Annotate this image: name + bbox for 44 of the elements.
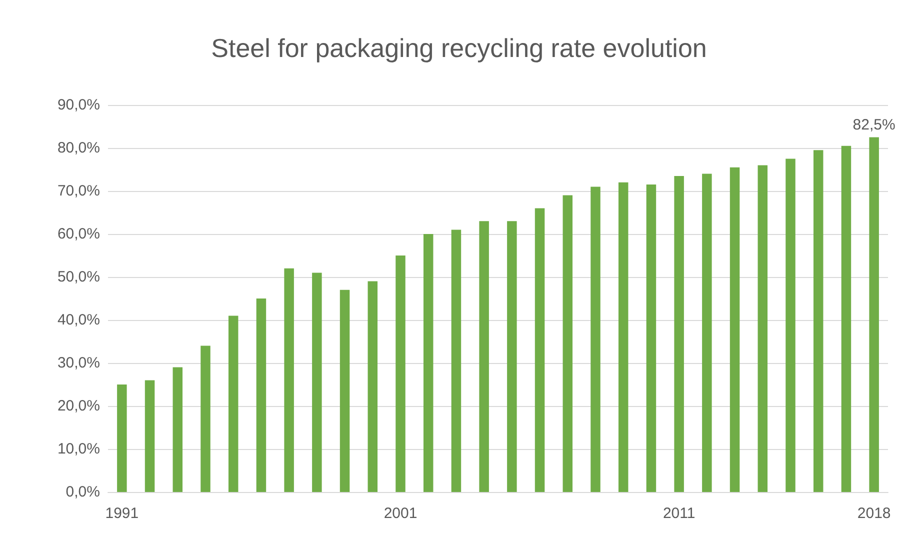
x-tick-label: 1991 <box>105 505 139 522</box>
bar <box>618 182 628 492</box>
bar <box>256 298 266 492</box>
bar <box>117 384 127 492</box>
bar <box>786 158 796 492</box>
y-tick-label: 0,0% <box>66 484 100 500</box>
bar <box>730 167 740 492</box>
bar <box>674 176 684 492</box>
bar <box>841 146 852 492</box>
bar <box>144 380 155 492</box>
y-tick-label: 60,0% <box>57 226 100 242</box>
y-tick-label: 80,0% <box>57 140 100 156</box>
bar <box>228 316 238 492</box>
x-tick-label: 2001 <box>384 505 418 522</box>
bar <box>758 165 768 492</box>
y-tick-label: 70,0% <box>57 182 100 200</box>
bar <box>590 186 600 492</box>
y-tick-label: 10,0% <box>57 440 100 458</box>
data-label: 82,5% <box>852 116 896 134</box>
chart-title: Steel for packaging recycling rate evolution <box>211 33 707 63</box>
bar <box>562 195 573 492</box>
bar <box>451 230 462 492</box>
y-tick-label: 90,0% <box>57 96 100 114</box>
bar <box>284 268 294 492</box>
bar <box>396 256 406 492</box>
bar <box>479 221 489 492</box>
x-tick-label: 2011 <box>662 505 696 522</box>
bar <box>172 367 183 492</box>
bar <box>340 290 350 492</box>
bar <box>368 281 378 492</box>
bar <box>534 208 545 492</box>
bar <box>702 174 712 492</box>
bar <box>869 137 879 492</box>
y-tick-label: 40,0% <box>57 312 100 328</box>
bar <box>646 184 656 492</box>
bar <box>200 346 210 492</box>
bar <box>423 234 434 492</box>
y-tick-label: 30,0% <box>57 354 100 372</box>
x-tick-label: 2018 <box>857 505 891 522</box>
bar <box>312 272 322 492</box>
bar <box>507 221 517 492</box>
bar <box>813 150 824 492</box>
y-tick-label: 50,0% <box>57 268 100 286</box>
y-tick-label: 20,0% <box>57 398 100 414</box>
